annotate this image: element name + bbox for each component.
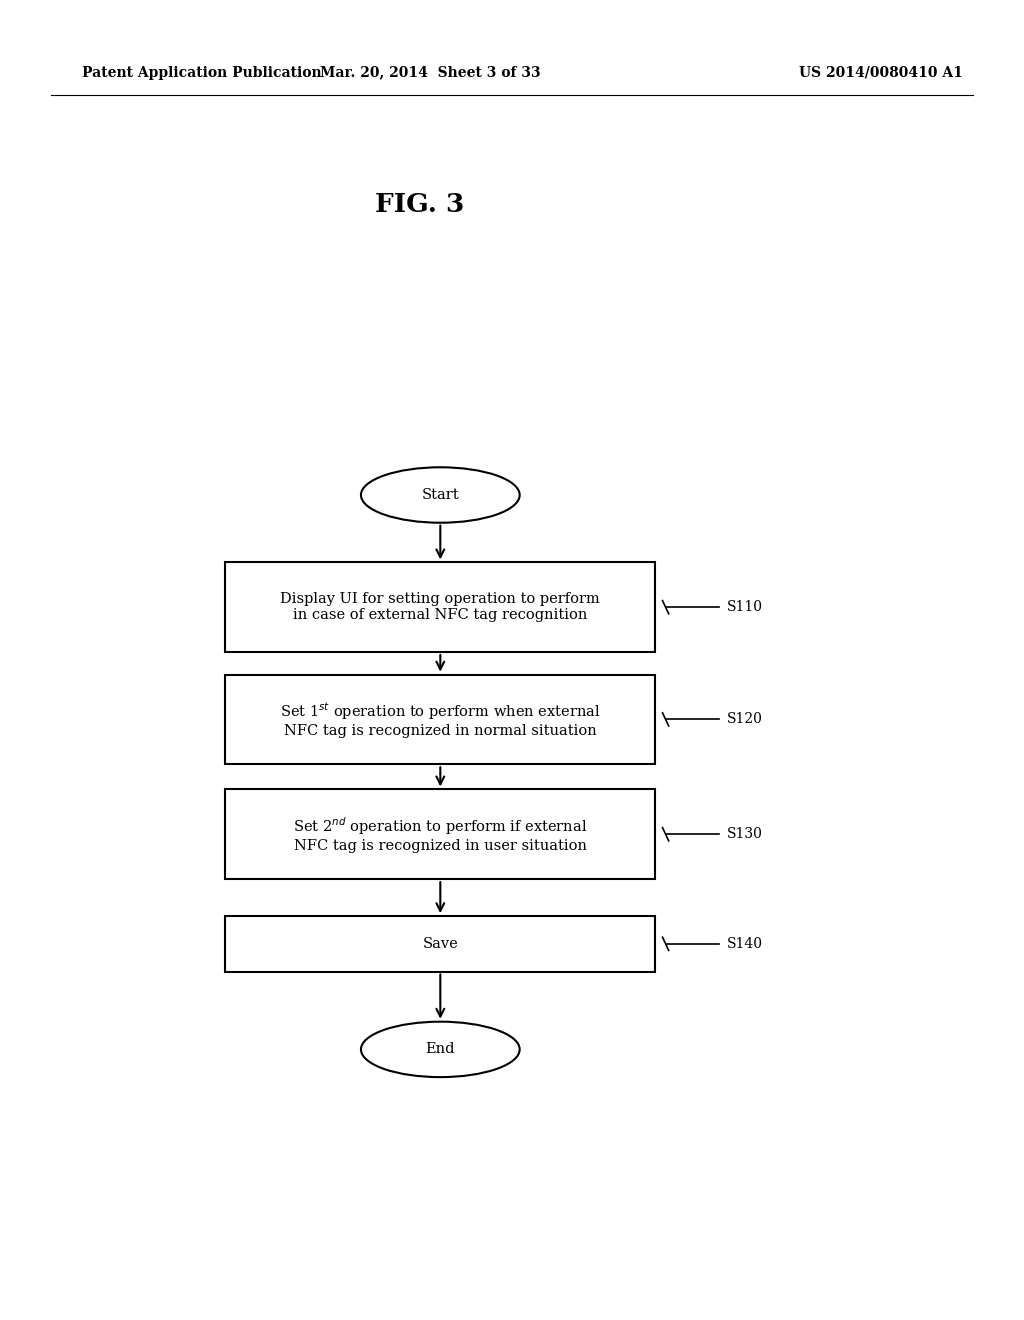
Text: S110: S110 xyxy=(727,601,763,614)
Text: Save: Save xyxy=(423,937,458,950)
Text: S140: S140 xyxy=(727,937,763,950)
Text: Start: Start xyxy=(422,488,459,502)
Text: End: End xyxy=(426,1043,455,1056)
Text: Patent Application Publication: Patent Application Publication xyxy=(82,66,322,79)
Text: Mar. 20, 2014  Sheet 3 of 33: Mar. 20, 2014 Sheet 3 of 33 xyxy=(319,66,541,79)
Text: FIG. 3: FIG. 3 xyxy=(375,193,465,216)
Text: S130: S130 xyxy=(727,828,763,841)
Text: Set 1$^{st}$ operation to perform when external
NFC tag is recognized in normal : Set 1$^{st}$ operation to perform when e… xyxy=(280,701,601,738)
Text: Display UI for setting operation to perform
in case of external NFC tag recognit: Display UI for setting operation to perf… xyxy=(281,593,600,622)
Text: Set 2$^{nd}$ operation to perform if external
NFC tag is recognized in user situ: Set 2$^{nd}$ operation to perform if ext… xyxy=(293,816,588,853)
Text: US 2014/0080410 A1: US 2014/0080410 A1 xyxy=(799,66,963,79)
Text: S120: S120 xyxy=(727,713,763,726)
